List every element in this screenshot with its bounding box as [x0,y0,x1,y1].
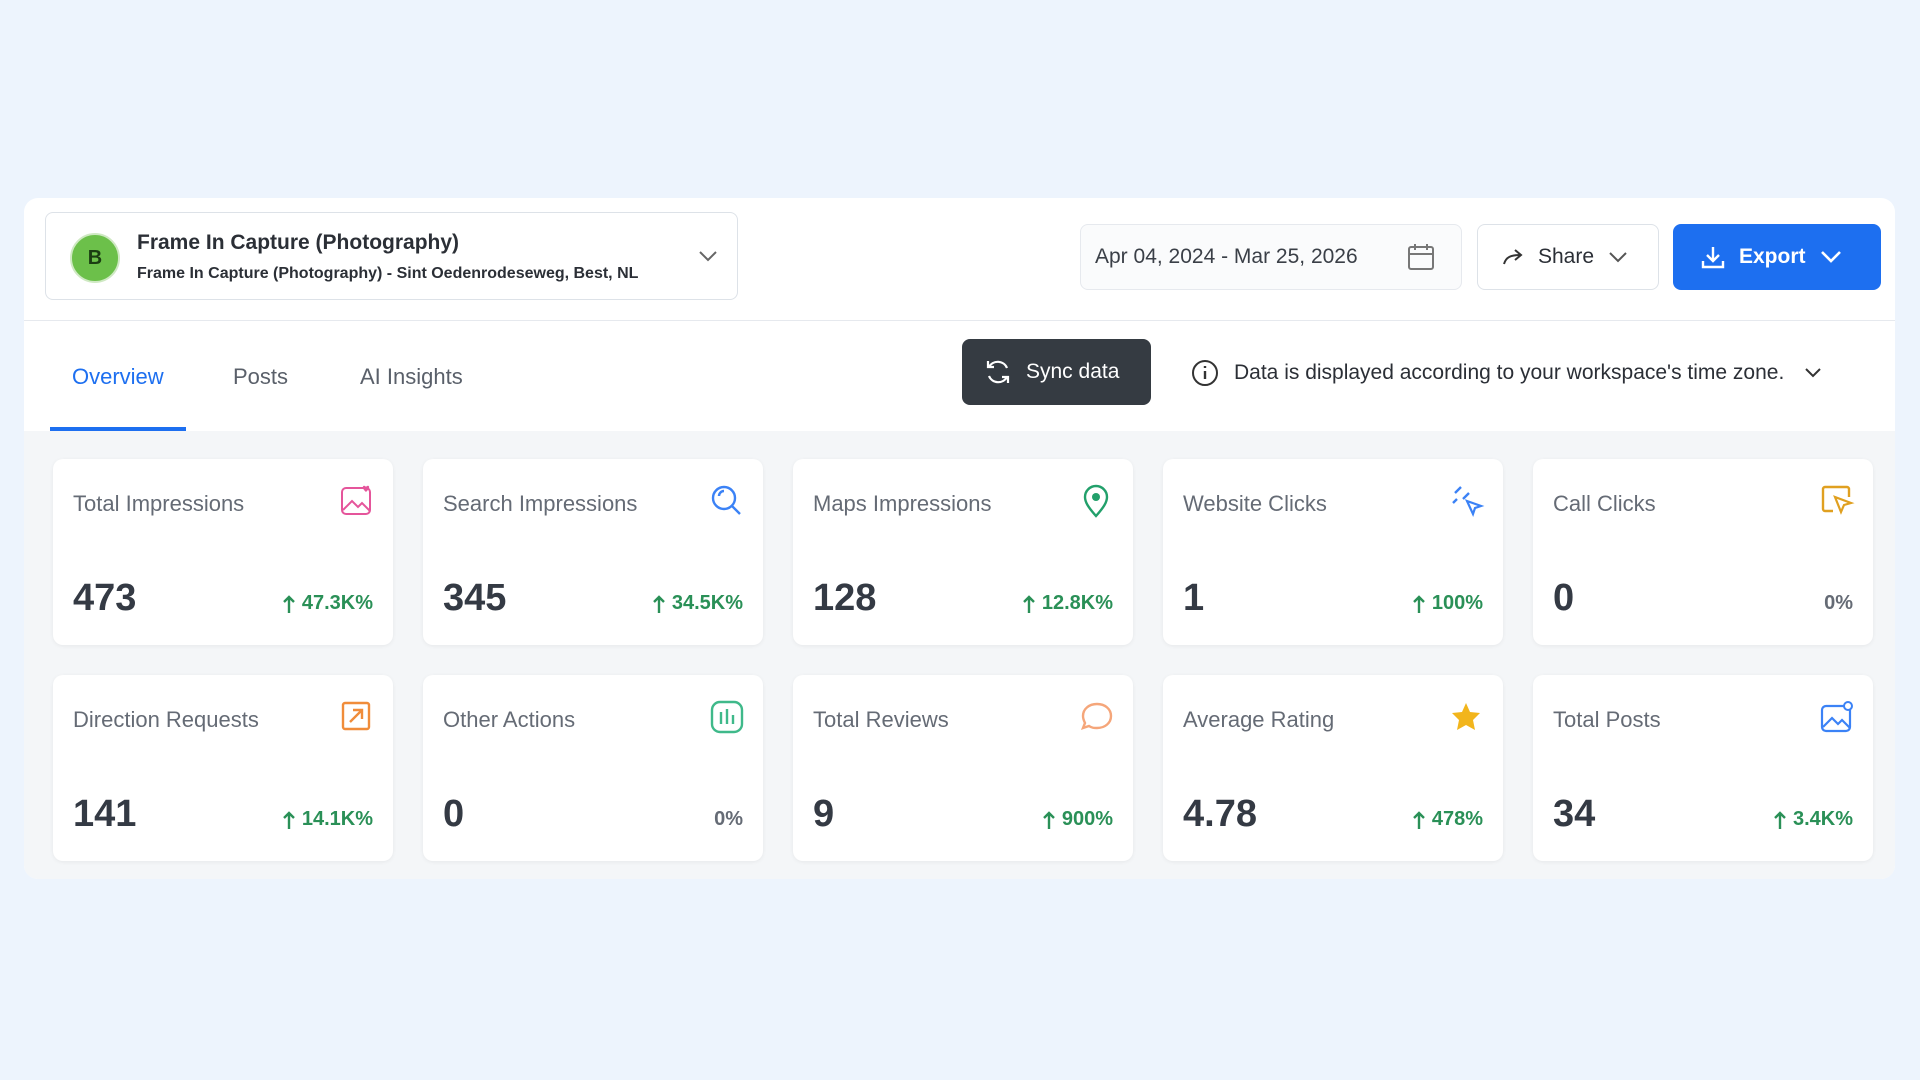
metric-label: Total Impressions [73,491,245,516]
metric-icon [1452,486,1485,517]
date-range: Apr 04, 2024 - Mar 25, 2026 [1095,245,1358,268]
dashboard-panel: B Frame In Capture (Photography) Frame I… [24,198,1895,879]
metric-change: 47.3K% [282,592,373,615]
change-text: 478% [1431,808,1483,830]
metric-icon [710,700,744,734]
business-address: Frame In Capture (Photography) - Sint Oe… [137,265,639,282]
share-button[interactable]: Share [1477,224,1659,290]
metric-label: Total Posts [1553,707,1661,732]
metric-change: 100% [1412,592,1483,615]
metric-label: Other Actions [443,707,576,732]
metric-value: 0 [1553,577,1575,619]
change-text: 0% [1824,592,1853,614]
up-arrow [282,810,295,829]
metric-change: 900% [1042,808,1113,831]
metric-change: 0% [714,808,743,831]
metrics-grid: Total Impressions 473 47.3K% Search Impress… [24,431,1895,879]
change-text: 0% [714,808,743,830]
metric-change: 0% [1824,592,1853,615]
metric-label: Website Clicks [1183,491,1327,516]
up-arrow [282,594,295,613]
business-name: Frame In Capture (Photography) [137,231,460,254]
share-icon [1503,249,1523,265]
up-arrow [1042,810,1055,829]
avatar: B [70,233,120,283]
share-label: Share [1538,245,1595,268]
up-arrow [652,594,665,613]
metric-card: Total Impressions 473 47.3K% [53,459,393,645]
change-text: 3.4K% [1792,808,1853,830]
metric-value: 4.78 [1183,793,1257,835]
metric-label: Call Clicks [1553,491,1656,516]
change-text: 12.8K% [1041,592,1113,614]
metric-value: 141 [73,793,137,835]
tab[interactable]: Posts [233,364,289,389]
metric-card: Website Clicks 1 100% [1163,459,1503,645]
metric-card: Call Clicks 0 0% [1533,459,1873,645]
metric-value: 345 [443,577,507,619]
metric-change: 14.1K% [282,808,373,831]
metric-card: Other Actions 0 0% [423,675,763,861]
change-text: 900% [1061,808,1113,830]
metric-value: 34 [1553,793,1596,835]
metric-label: Maps Impressions [813,491,992,516]
metric-label: Search Impressions [443,491,638,516]
metric-card: Total Reviews 9 900% [793,675,1133,861]
up-arrow [1022,594,1035,613]
up-arrow [1774,810,1786,829]
metric-label: Direction Requests [73,707,259,732]
change-text: 100% [1431,592,1483,614]
change-text: 47.3K% [301,592,373,614]
tab[interactable]: AI Insights [360,364,463,389]
sync-label: Sync data [1026,360,1120,383]
metric-card: Total Posts 34 3.4K% [1533,675,1873,861]
metric-icon [1820,701,1853,733]
metric-change: 478% [1412,808,1483,831]
metric-value: 0 [443,793,465,835]
metric-icon [1452,703,1480,730]
info-icon [1192,360,1218,386]
metric-icon [341,485,371,515]
date-picker[interactable]: Apr 04, 2024 - Mar 25, 2026 [1080,224,1462,290]
metric-value: 9 [813,793,835,835]
metric-card: Direction Requests 141 14.1K% [53,675,393,861]
metric-label: Total Reviews [813,707,949,732]
metric-change: 34.5K% [652,592,743,615]
export-button[interactable]: Export [1673,224,1881,290]
metric-icon [341,701,371,731]
chevron [1820,251,1841,263]
timezone-text: Data is displayed according to your work… [1234,361,1785,384]
change-text: 14.1K% [301,808,373,830]
timezone-note[interactable]: Data is displayed according to your work… [1190,358,1822,388]
chevron [1609,252,1627,263]
chevron [1805,368,1821,378]
calendar-icon [1408,244,1434,270]
metric-value: 128 [813,577,877,619]
metric-icon [711,485,741,515]
up-arrow [1412,594,1425,613]
metric-icon [1080,702,1113,730]
tab[interactable]: Overview [72,364,164,389]
metric-label: Average Rating [1183,707,1335,732]
metric-icon [1821,485,1855,515]
metric-card: Average Rating 4.78 478% [1163,675,1503,861]
metric-value: 473 [73,577,137,619]
metric-card: Maps Impressions 128 12.8K% [793,459,1133,645]
metric-change: 3.4K% [1773,808,1853,831]
sync-button[interactable]: Sync data [962,339,1151,405]
sync-icon [986,360,1010,384]
metric-change: 12.8K% [1022,592,1113,615]
export-label: Export [1739,245,1806,268]
business-selector[interactable]: B Frame In Capture (Photography) Frame I… [45,212,738,300]
metric-icon [1083,484,1109,518]
tab-underline [50,427,186,431]
download-icon [1701,247,1725,269]
metric-value: 1 [1183,577,1205,619]
up-arrow [1412,810,1425,829]
chevron [699,251,717,262]
separator [24,320,1895,321]
metric-card: Search Impressions 345 34.5K% [423,459,763,645]
change-text: 34.5K% [671,592,743,614]
